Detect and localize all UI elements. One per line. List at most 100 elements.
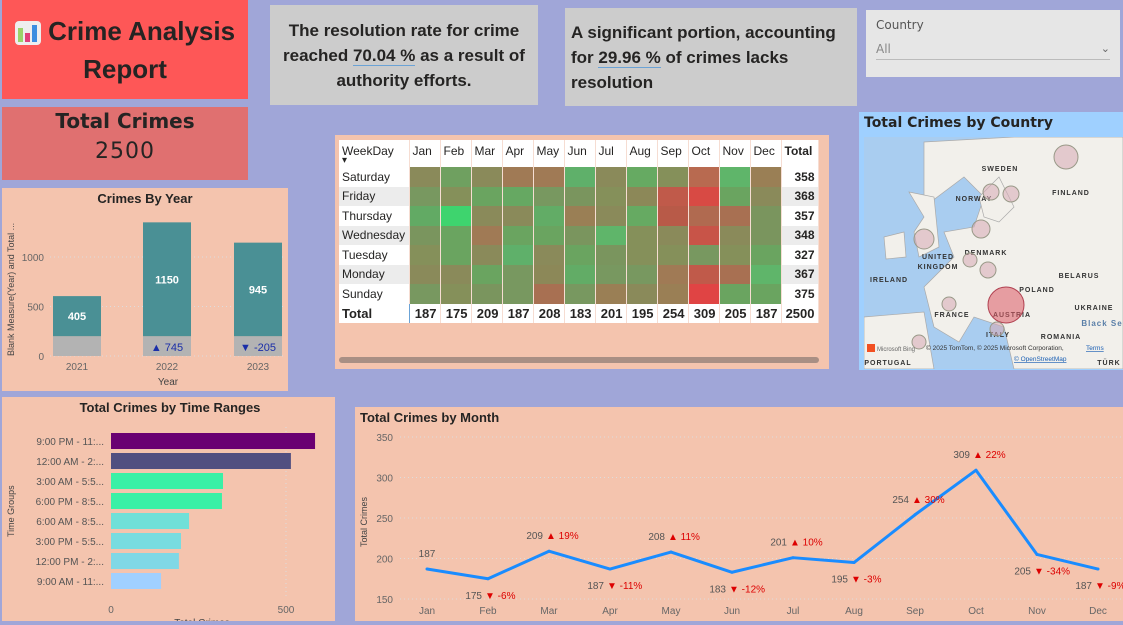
crimes-by-year-chart: Crimes By Year 0 500 1000 405 2021 1150 ▲ 745 20… xyxy=(2,188,288,391)
column-header-month[interactable]: Feb xyxy=(440,140,472,167)
data-label: 254 xyxy=(892,495,909,506)
heatmap-cell xyxy=(750,186,782,206)
data-point xyxy=(1096,567,1100,571)
column-header-month[interactable]: Oct xyxy=(688,140,720,167)
column-header-total: Total xyxy=(781,140,819,167)
land-ireland xyxy=(883,231,907,260)
y-axis-title: Time Groups xyxy=(6,485,16,537)
change-label: ▲ 11% xyxy=(668,532,700,543)
column-header-month[interactable]: Aug xyxy=(626,140,658,167)
heatmap-cell xyxy=(471,186,503,206)
column-header-month[interactable]: Mar xyxy=(471,140,503,167)
data-label: 187 xyxy=(419,549,436,560)
data-point xyxy=(669,550,673,554)
heatmap-cell xyxy=(564,186,596,206)
column-header-month[interactable]: Jul xyxy=(595,140,627,167)
x-tick-label: 2023 xyxy=(247,362,270,373)
blank-bar xyxy=(234,336,282,356)
column-header-weekday[interactable]: WeekDay ▾ xyxy=(339,140,410,167)
column-header-month[interactable]: Sep xyxy=(657,140,689,167)
column-header-month[interactable]: Jun xyxy=(564,140,596,167)
heatmap-cell xyxy=(440,284,472,304)
row-total: 358 xyxy=(781,167,819,187)
heatmap-cell xyxy=(471,167,503,187)
slicer-label: Country xyxy=(876,18,924,32)
y-tick-label: 3:00 PM - 5:5... xyxy=(36,537,104,548)
heatmap-cell xyxy=(719,206,751,226)
x-tick-label: 0 xyxy=(108,605,114,616)
column-header-month[interactable]: Nov xyxy=(719,140,751,167)
map-label: POLAND xyxy=(1019,287,1055,294)
heatmap-cell xyxy=(719,284,751,304)
y-tick-label: 200 xyxy=(376,555,393,566)
horizontal-scrollbar[interactable] xyxy=(339,357,819,363)
y-axis-title: Total Crimes xyxy=(359,496,369,547)
row-header-weekday: Tuesday xyxy=(339,245,410,265)
column-header-month[interactable]: Jan xyxy=(409,140,441,167)
map-label: NORWAY xyxy=(956,196,993,203)
column-header-month[interactable]: May xyxy=(533,140,565,167)
terms-link[interactable]: Terms xyxy=(1086,345,1104,352)
heatmap-cell xyxy=(657,167,689,187)
column-header-month[interactable]: Apr xyxy=(502,140,534,167)
data-label: 195 xyxy=(831,575,848,586)
heatmap-cell xyxy=(409,225,441,245)
data-point xyxy=(730,570,734,574)
heatmap-cell xyxy=(440,167,472,187)
openstreetmap-link[interactable]: © OpenStreetMap xyxy=(1014,355,1067,363)
data-label: 175 xyxy=(465,591,482,602)
map-label: UKRAINE xyxy=(1075,305,1114,312)
country-bubble xyxy=(941,296,957,312)
blank-bar xyxy=(143,336,191,356)
heatmap-cell xyxy=(533,245,565,265)
map-label: KINGDOM xyxy=(918,264,959,271)
x-tick-label: Jul xyxy=(787,606,800,617)
change-label: ▼ -6% xyxy=(485,591,516,602)
microsoft-logo-icon xyxy=(867,344,875,352)
map-label: IRELAND xyxy=(870,277,908,284)
month-total: 175 xyxy=(440,303,472,323)
country-dropdown[interactable]: All ⌄ xyxy=(876,38,1110,60)
data-label: 201 xyxy=(770,538,787,549)
report-title: Crime Analysis Report xyxy=(2,0,248,99)
data-label: 208 xyxy=(648,532,665,543)
map-label: FINLAND xyxy=(1052,190,1090,197)
heatmap-cell xyxy=(719,264,751,284)
month-total: 208 xyxy=(533,303,565,323)
month-total: 187 xyxy=(409,303,441,323)
row-header-weekday: Monday xyxy=(339,264,410,284)
heatmap-cell xyxy=(502,264,534,284)
heatmap-cell xyxy=(626,206,658,226)
chevron-down-icon: ⌄ xyxy=(1100,42,1110,55)
heatmap-cell xyxy=(564,225,596,245)
kpi-label: Total Crimes xyxy=(55,109,195,133)
month-total: 195 xyxy=(626,303,658,323)
column-header-month[interactable]: Dec xyxy=(750,140,782,167)
heatmap-cell xyxy=(502,206,534,226)
heatmap-cell xyxy=(533,186,565,206)
change-label: ▼ -12% xyxy=(729,584,765,595)
row-header-weekday: Wednesday xyxy=(339,225,410,245)
month-line xyxy=(426,468,1099,581)
data-label: 187 xyxy=(1075,581,1092,592)
map-canvas[interactable]: SWEDEN FINLAND NORWAY DENMARK UNITED KINGDOM I… xyxy=(864,137,1123,369)
y-tick-label: 250 xyxy=(376,514,393,525)
data-point xyxy=(425,567,429,571)
heatmap-cell xyxy=(564,264,596,284)
x-tick-label: Feb xyxy=(479,606,497,617)
matrix-table: WeekDay ▾ Jan Feb Mar Apr May Jun Jul Aug Sep Oct No… xyxy=(339,140,819,323)
heatmap-cell xyxy=(750,245,782,265)
heatmap-cell xyxy=(440,245,472,265)
heatmap-cell xyxy=(750,264,782,284)
row-total: 327 xyxy=(781,245,819,265)
change-label: ▲ 19% xyxy=(546,531,579,542)
change-label: ▲ 745 xyxy=(151,342,183,354)
y-tick-label: 9:00 PM - 11:... xyxy=(36,437,104,448)
x-tick-label: Apr xyxy=(602,606,618,617)
heatmap-cell xyxy=(595,284,627,304)
change-label: ▼ -34% xyxy=(1034,566,1070,577)
heatmap-cell xyxy=(595,206,627,226)
bar-data-label: 1150 xyxy=(155,274,179,286)
row-header-weekday: Friday xyxy=(339,186,410,206)
x-tick-label: 2022 xyxy=(156,362,179,373)
